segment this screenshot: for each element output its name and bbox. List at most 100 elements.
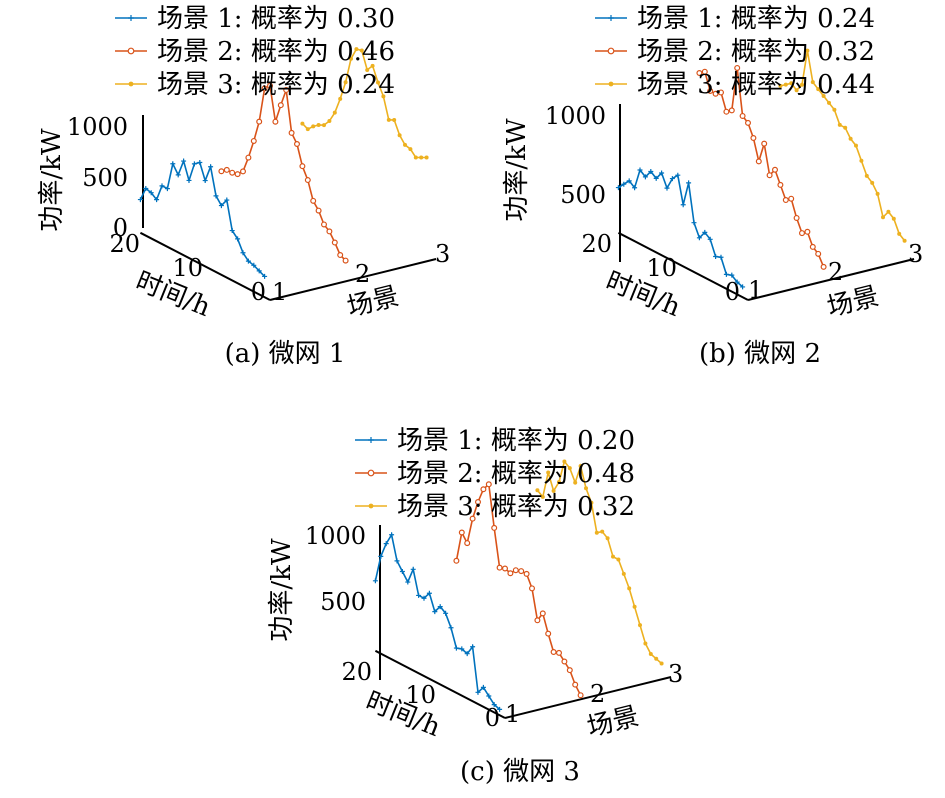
data-point: [573, 480, 578, 485]
data-point: [777, 181, 784, 188]
data-point: [392, 117, 397, 122]
data-point: [304, 177, 311, 184]
data-point: [453, 557, 460, 564]
data-point: [502, 565, 509, 572]
data-point: [342, 257, 349, 264]
y-axis-line: [374, 649, 506, 719]
subplot-caption: (c) 微网 3: [460, 757, 580, 787]
data-point: [426, 590, 432, 596]
data-point: [349, 56, 353, 61]
data-point: [551, 488, 556, 493]
data-point: [589, 500, 594, 505]
data-point: [378, 553, 384, 559]
series-3: [535, 459, 664, 666]
data-point: [459, 646, 465, 652]
data-point: [815, 250, 822, 257]
data-point: [294, 141, 301, 148]
data-point: [213, 193, 219, 199]
data-point: [365, 67, 370, 72]
legend-entry: 场景 1: 概率为 0.30: [157, 4, 395, 34]
data-point: [496, 564, 503, 571]
data-point: [718, 254, 724, 260]
data-point: [723, 108, 730, 115]
data-point: [413, 155, 418, 160]
series-1: [372, 532, 503, 712]
legend-marker: [608, 15, 614, 21]
data-point: [761, 140, 768, 147]
data-point: [870, 180, 875, 185]
data-point: [154, 197, 160, 203]
data-point: [267, 82, 274, 89]
y-tick-label: 20: [109, 230, 140, 258]
x-tick-label: 3: [908, 240, 923, 268]
data-point: [240, 250, 246, 256]
data-point: [485, 481, 492, 488]
data-point: [659, 170, 665, 176]
data-point: [638, 623, 642, 628]
x-axis-label: 场景: [824, 281, 882, 323]
axes: [139, 115, 437, 301]
x-tick-label: 2: [590, 680, 605, 708]
data-point: [370, 63, 375, 68]
data-point: [245, 258, 251, 264]
data-point: [316, 123, 321, 128]
data-point: [702, 229, 708, 235]
data-point: [251, 262, 257, 268]
data-point: [443, 610, 449, 616]
data-point: [376, 80, 380, 85]
data-point: [594, 530, 599, 535]
legend-marker: [128, 15, 134, 21]
legend-marker: [127, 47, 135, 55]
z-axis-label: 功率/kW: [267, 538, 297, 642]
data-point: [283, 86, 290, 93]
data-point: [170, 161, 176, 167]
data-point: [475, 499, 482, 506]
data-point: [584, 486, 588, 491]
data-point: [453, 645, 459, 651]
data-point: [397, 133, 402, 138]
data-point: [475, 689, 481, 695]
data-point: [837, 122, 842, 127]
y-axis-line: [617, 231, 749, 301]
data-point: [626, 178, 632, 184]
data-point: [305, 127, 310, 132]
data-point: [354, 47, 359, 52]
data-point: [300, 121, 305, 126]
data-point: [643, 641, 648, 646]
data-point: [245, 154, 252, 161]
data-point: [566, 667, 573, 674]
data-point: [675, 172, 681, 178]
data-point: [262, 273, 268, 279]
data-point: [766, 172, 773, 179]
data-point: [491, 524, 498, 531]
y-tick-label: 10: [646, 254, 677, 282]
data-point: [555, 649, 562, 656]
x-axis-line: [747, 258, 915, 301]
data-point: [637, 167, 643, 173]
data-point: [416, 592, 422, 598]
subplot-caption: (b) 微网 2: [699, 339, 821, 369]
data-point: [729, 272, 735, 278]
data-point: [394, 558, 400, 564]
data-point: [421, 595, 427, 601]
data-point: [191, 161, 197, 167]
data-point: [534, 617, 541, 624]
y-tick-label: 0: [485, 704, 500, 732]
data-point: [664, 185, 670, 191]
data-point: [229, 169, 236, 176]
z-tick-label: 1000: [305, 522, 366, 550]
data-point: [734, 279, 740, 285]
data-point: [648, 652, 653, 657]
data-point: [235, 236, 241, 242]
data-point: [197, 160, 203, 166]
legend-marker: [607, 47, 615, 55]
data-point: [616, 557, 621, 562]
data-point: [740, 284, 746, 290]
data-point: [315, 207, 322, 214]
data-point: [572, 681, 579, 688]
z-axis-label: 功率/kW: [37, 128, 67, 232]
y-tick-label: 10: [172, 254, 203, 282]
